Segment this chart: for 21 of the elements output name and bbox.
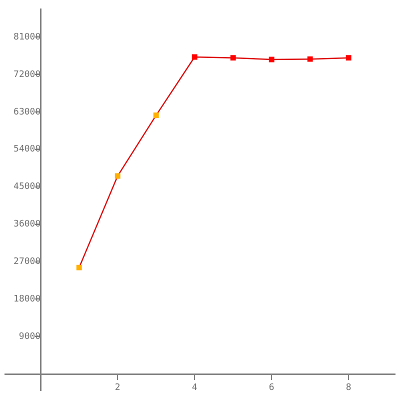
y-tick-label: 36000 [14,220,41,230]
x-tick-label: 6 [268,382,274,393]
point [307,56,313,62]
y-tick-label: 45000 [14,182,41,192]
x-tick-label: 2 [114,382,120,393]
point [76,264,82,270]
y-tick-label: 54000 [14,144,41,155]
point [268,56,274,62]
point [192,54,198,60]
x-tick-label: 8 [346,382,352,393]
point [346,55,352,61]
y-tick-label: 63000 [14,107,41,118]
y-tick-label: 72000 [14,70,41,80]
y-tick-label: 9000 [18,332,41,342]
point [153,112,159,118]
y-tick-label: 18000 [14,294,41,305]
x-tick-label: 4 [192,382,198,393]
point [114,173,120,179]
y-tick-label: 81000 [14,32,41,42]
point [230,55,236,61]
y-tick-label: 27000 [14,257,41,268]
